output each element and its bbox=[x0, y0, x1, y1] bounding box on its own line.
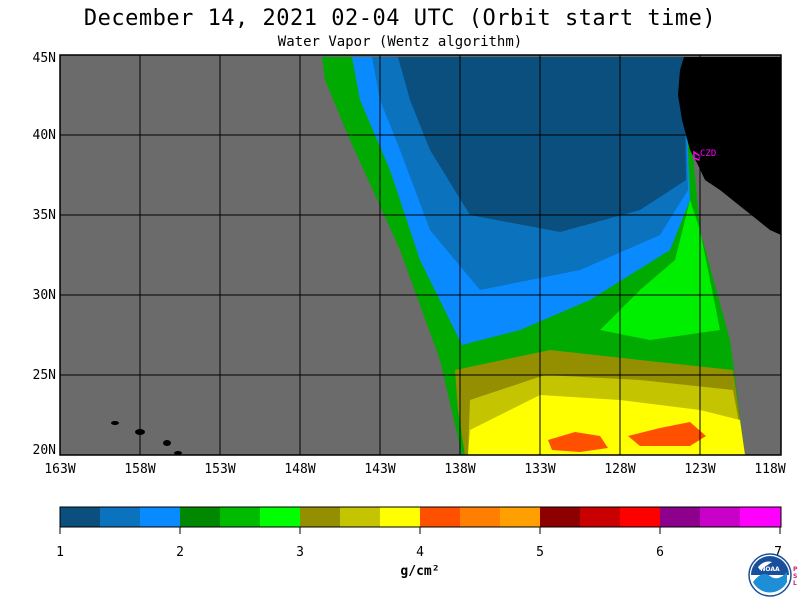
colorbar-cell bbox=[740, 507, 781, 527]
colorbar-label-5: 5 bbox=[536, 545, 544, 560]
colorbar-label-2: 2 bbox=[176, 545, 184, 560]
colorbar-cell bbox=[180, 507, 221, 527]
swath-band-brightgreen bbox=[600, 200, 720, 340]
colorbar-cell bbox=[220, 507, 261, 527]
lat-label-35n: 35N bbox=[32, 208, 56, 223]
station-czd-marker bbox=[693, 150, 701, 162]
map-title: December 14, 2021 02-04 UTC (Orbit start… bbox=[83, 6, 717, 31]
psl-letter-s: S bbox=[793, 573, 798, 580]
lat-label-40n: 40N bbox=[32, 128, 56, 143]
colorbar-cell bbox=[700, 507, 741, 527]
water-vapor-swath bbox=[322, 57, 745, 455]
colorbar-label-4: 4 bbox=[416, 545, 424, 560]
colorbar-cell bbox=[60, 507, 101, 527]
colorbar-cell bbox=[300, 507, 341, 527]
lon-label-158w: 158W bbox=[124, 462, 156, 477]
colorbar-ticks bbox=[59, 527, 781, 534]
lon-label-118w: 118W bbox=[754, 462, 786, 477]
psl-letter-l: L bbox=[793, 580, 797, 587]
colorbar-cell bbox=[100, 507, 141, 527]
colorbar-cell bbox=[380, 507, 421, 527]
map-subtitle: Water Vapor (Wentz algorithm) bbox=[277, 34, 523, 50]
lon-label-138w: 138W bbox=[444, 462, 476, 477]
swath-band-darkblue bbox=[398, 57, 686, 232]
lat-label-30n: 30N bbox=[32, 288, 56, 303]
colorbar-cell bbox=[500, 507, 541, 527]
colorbar-label-7: 7 bbox=[774, 545, 782, 560]
lon-label-128w: 128W bbox=[604, 462, 636, 477]
colorbar-cell bbox=[340, 507, 381, 527]
noaa-logo-icon: NOAA bbox=[748, 553, 792, 597]
colorbar-label-6: 6 bbox=[656, 545, 664, 560]
colorbar-label-1: 1 bbox=[56, 545, 64, 560]
colorbar-cell bbox=[580, 507, 621, 527]
lon-label-148w: 148W bbox=[284, 462, 316, 477]
colorbar-cell bbox=[620, 507, 661, 527]
colorbar-cell bbox=[140, 507, 181, 527]
colorbar-cell bbox=[460, 507, 501, 527]
colorbar-cell bbox=[260, 507, 301, 527]
lon-label-133w: 133W bbox=[524, 462, 556, 477]
psl-letter-p: P bbox=[793, 566, 798, 573]
colorbar-cell bbox=[660, 507, 701, 527]
swath-patch-orange-2 bbox=[628, 422, 706, 446]
north-america-landmass bbox=[678, 57, 781, 235]
noaa-logo-text: NOAA bbox=[760, 566, 780, 573]
colorbar bbox=[60, 507, 781, 527]
map-frame bbox=[59, 54, 782, 456]
colorbar-units: g/cm² bbox=[400, 564, 440, 579]
lat-label-45n: 45N bbox=[32, 51, 56, 66]
lon-label-153w: 153W bbox=[204, 462, 236, 477]
colorbar-cell bbox=[420, 507, 461, 527]
station-czd-label: CZD bbox=[700, 149, 716, 159]
lat-label-20n: 20N bbox=[32, 443, 56, 458]
psl-side-text: P S L bbox=[793, 566, 797, 587]
colorbar-cell bbox=[540, 507, 581, 527]
map-grid bbox=[60, 55, 781, 455]
lon-label-143w: 143W bbox=[364, 462, 396, 477]
colorbar-label-3: 3 bbox=[296, 545, 304, 560]
lon-label-123w: 123W bbox=[684, 462, 716, 477]
lat-label-25n: 25N bbox=[32, 368, 56, 383]
swath-patch-orange-1 bbox=[548, 432, 608, 452]
lon-label-163w: 163W bbox=[44, 462, 76, 477]
